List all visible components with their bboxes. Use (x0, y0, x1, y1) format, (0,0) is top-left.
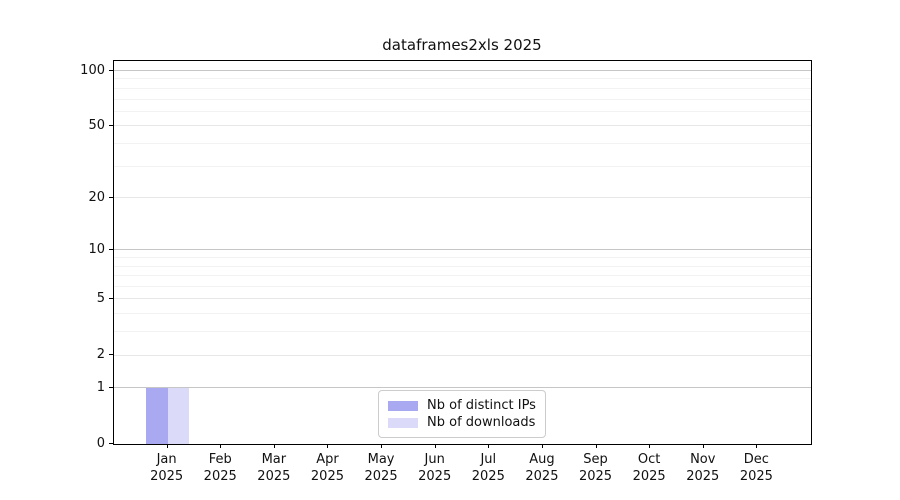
gridline-y-20 (114, 197, 811, 199)
x-tick-year: 2025 (525, 469, 559, 484)
gridline-y-1 (114, 387, 811, 389)
gridline-y-70 (114, 98, 811, 100)
gridline-y-2 (114, 354, 811, 356)
gridline-y-4 (114, 313, 811, 315)
x-tick-mark (541, 444, 543, 448)
x-tick-month: May (367, 452, 395, 467)
gridline-y-80 (114, 87, 811, 89)
x-tick-label-jan: Jan 2025 (140, 451, 194, 485)
x-tick-year: 2025 (471, 469, 505, 484)
x-tick-year: 2025 (686, 469, 720, 484)
x-tick-mark (756, 444, 758, 448)
y-tick-label-2: 2 (96, 347, 105, 363)
x-tick-label-feb: Feb 2025 (193, 451, 247, 485)
x-tick-month: Aug (529, 452, 555, 467)
x-tick-mark (488, 444, 490, 448)
gridline-y-7 (114, 275, 811, 277)
x-tick-year: 2025 (632, 469, 666, 484)
x-tick-month: Apr (316, 452, 339, 467)
bar-jan-2025-series-1 (167, 387, 190, 444)
x-tick-label-aug: Aug 2025 (515, 451, 569, 485)
x-tick-label-mar: Mar 2025 (247, 451, 301, 485)
x-tick-label-may: May 2025 (354, 451, 408, 485)
legend: Nb of distinct IPs Nb of downloads (378, 390, 546, 438)
y-tick-label-1: 1 (96, 379, 105, 395)
y-tick-mark (109, 354, 113, 356)
x-tick-mark (595, 444, 597, 448)
y-tick-mark (109, 443, 113, 444)
x-tick-mark (434, 444, 436, 448)
x-tick-mark (649, 444, 651, 448)
x-tick-label-dec: Dec 2025 (729, 451, 783, 485)
y-tick-label-20: 20 (88, 189, 105, 205)
gridline-y-9 (114, 257, 811, 259)
gridline-y-90 (114, 78, 811, 80)
legend-entry-0: Nb of distinct IPs (388, 397, 536, 414)
gridline-y-8 (114, 265, 811, 267)
x-tick-month: Jul (480, 452, 497, 467)
x-tick-month: Sep (583, 452, 608, 467)
plot-area: Nb of distinct IPs Nb of downloads (113, 60, 812, 445)
x-tick-label-jul: Jul 2025 (461, 451, 515, 485)
x-tick-label-apr: Apr 2025 (300, 451, 354, 485)
y-tick-label-100: 100 (80, 62, 105, 78)
gridline-y-50 (114, 125, 811, 127)
x-tick-month: Jan (156, 452, 177, 467)
y-tick-mark (109, 297, 113, 299)
legend-swatch-icon (388, 400, 418, 411)
gridline-y-40 (114, 142, 811, 144)
x-tick-label-oct: Oct 2025 (622, 451, 676, 485)
x-tick-year: 2025 (310, 469, 344, 484)
x-tick-month: Mar (261, 452, 287, 467)
legend-entry-1: Nb of downloads (388, 414, 536, 431)
gridline-y-5 (114, 298, 811, 300)
x-tick-year: 2025 (578, 469, 613, 484)
x-tick-year: 2025 (150, 469, 184, 484)
y-tick-mark (109, 386, 113, 388)
legend-label: Nb of downloads (427, 415, 536, 430)
x-tick-year: 2025 (418, 469, 452, 484)
x-tick-year: 2025 (364, 469, 398, 484)
y-tick-mark (109, 248, 113, 250)
x-tick-label-nov: Nov 2025 (676, 451, 730, 485)
y-tick-mark (109, 124, 113, 126)
x-tick-label-sep: Sep 2025 (569, 451, 623, 485)
y-tick-mark (109, 196, 113, 198)
x-tick-year: 2025 (257, 469, 291, 484)
y-tick-label-5: 5 (96, 290, 105, 306)
bar-jan-2025-series-0 (146, 387, 168, 444)
y-tick-label-10: 10 (88, 241, 105, 257)
y-tick-mark (109, 69, 113, 71)
x-tick-month: Oct (637, 452, 661, 467)
x-tick-mark (220, 444, 222, 448)
gridline-y-10 (114, 249, 811, 251)
legend-swatch-icon (388, 417, 418, 428)
gridline-y-3 (114, 331, 811, 333)
x-tick-mark (166, 444, 168, 448)
gridline-y-6 (114, 286, 811, 288)
x-tick-year: 2025 (203, 469, 237, 484)
x-tick-mark (702, 444, 704, 448)
x-tick-mark (273, 444, 275, 448)
x-tick-mark (327, 444, 329, 448)
gridline-y-30 (114, 165, 811, 167)
x-tick-month: Feb (208, 452, 232, 467)
y-tick-label-50: 50 (88, 117, 105, 133)
gridline-y-60 (114, 110, 811, 112)
y-tick-label-0: 0 (96, 436, 105, 451)
legend-label: Nb of distinct IPs (427, 398, 536, 413)
x-tick-year: 2025 (739, 469, 773, 484)
x-tick-month: Dec (743, 452, 769, 467)
x-tick-month: Jun (424, 452, 445, 467)
x-tick-mark (381, 444, 383, 448)
chart-title: dataframes2xls 2025 (382, 36, 542, 54)
gridline-y-100 (114, 70, 811, 71)
x-tick-month: Nov (690, 452, 716, 467)
x-tick-label-jun: Jun 2025 (408, 451, 462, 485)
